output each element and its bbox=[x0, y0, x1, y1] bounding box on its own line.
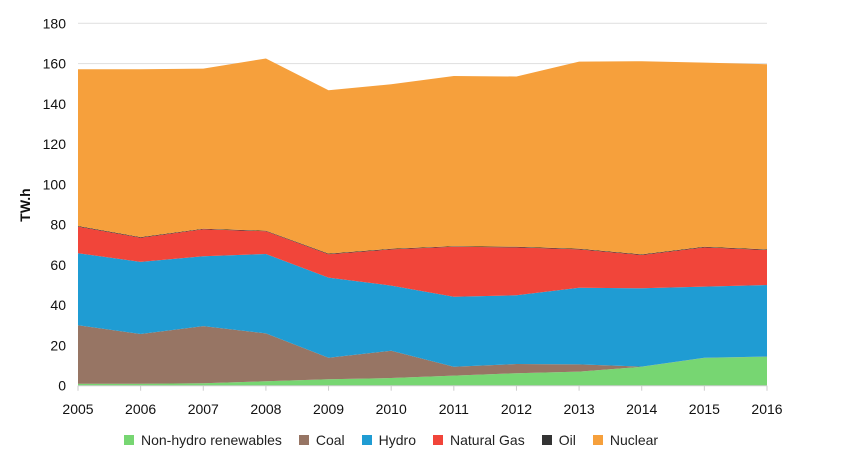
x-tick-label: 2014 bbox=[626, 401, 657, 417]
x-tick-label: 2015 bbox=[689, 401, 720, 417]
legend-item: Hydro bbox=[361, 432, 417, 448]
y-tick-label: 40 bbox=[50, 297, 66, 313]
x-tick-label: 2006 bbox=[125, 401, 156, 417]
legend-item: Oil bbox=[541, 432, 576, 448]
legend-item: Non-hydro renewables bbox=[124, 432, 282, 448]
legend-label: Natural Gas bbox=[450, 432, 525, 448]
legend-item: Nuclear bbox=[592, 432, 659, 448]
area-hydro bbox=[78, 253, 767, 367]
x-tick-label: 2016 bbox=[751, 401, 782, 417]
y-tick-label: 0 bbox=[58, 378, 66, 394]
legend-label: Hydro bbox=[378, 432, 417, 448]
y-tick-label: 180 bbox=[43, 15, 67, 31]
x-tick-label: 2010 bbox=[376, 401, 407, 417]
legend-swatch bbox=[361, 435, 372, 445]
x-tick-label: 2007 bbox=[188, 401, 219, 417]
legend-swatch bbox=[124, 435, 134, 445]
y-tick-label: 100 bbox=[43, 176, 67, 192]
legend-label: Coal bbox=[315, 432, 345, 448]
x-axis-ticks: 2005 2006 2007 2008 2009 2010 2011 2012 2013 2014… bbox=[62, 385, 783, 417]
legend-swatch bbox=[541, 435, 552, 445]
legend-swatch bbox=[433, 435, 444, 445]
y-tick-label: 60 bbox=[50, 257, 66, 273]
legend-item: Coal bbox=[298, 432, 345, 448]
y-axis-label: TW.h bbox=[17, 188, 33, 221]
legend-swatch bbox=[592, 435, 603, 445]
y-tick-label: 140 bbox=[43, 96, 67, 112]
y-tick-label: 80 bbox=[50, 217, 66, 233]
y-tick-label: 120 bbox=[43, 136, 67, 152]
area-nuclear bbox=[78, 58, 767, 255]
area-non-hydro-renewables bbox=[78, 356, 767, 386]
area-natural-gas bbox=[78, 226, 767, 297]
y-tick-label: 20 bbox=[50, 337, 66, 353]
legend-item: Natural Gas bbox=[433, 432, 525, 448]
legend-label: Oil bbox=[558, 432, 576, 448]
legend-label: Non-hydro renewables bbox=[141, 432, 282, 448]
x-tick-label: 2013 bbox=[564, 401, 595, 417]
legend-label: Nuclear bbox=[609, 432, 659, 448]
x-tick-label: 2009 bbox=[313, 401, 344, 417]
y-tick-label: 160 bbox=[43, 56, 67, 72]
area-coal bbox=[78, 325, 767, 384]
x-tick-label: 2011 bbox=[439, 401, 469, 417]
area-series bbox=[78, 58, 767, 386]
x-tick-label: 2008 bbox=[250, 401, 281, 417]
x-tick-label: 2012 bbox=[501, 401, 532, 417]
legend: Non-hydro renewables Coal Hydro Natural Gas… bbox=[124, 432, 675, 448]
x-tick-label: 2005 bbox=[62, 401, 93, 417]
y-axis-ticks: 0 20 40 60 80 100 120 140 160 180 bbox=[43, 15, 67, 393]
legend-swatch bbox=[298, 435, 309, 445]
